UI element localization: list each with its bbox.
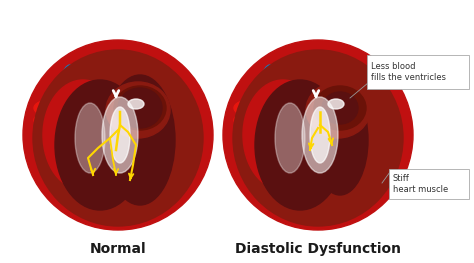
Ellipse shape — [128, 99, 144, 109]
Ellipse shape — [275, 74, 351, 110]
Ellipse shape — [334, 71, 372, 89]
Text: Less blood
fills the ventricles: Less blood fills the ventricles — [371, 62, 446, 82]
Ellipse shape — [75, 103, 105, 173]
Ellipse shape — [259, 70, 281, 170]
Ellipse shape — [112, 58, 140, 86]
Ellipse shape — [233, 65, 393, 225]
Ellipse shape — [55, 80, 145, 210]
Ellipse shape — [234, 100, 266, 116]
Ellipse shape — [111, 65, 155, 105]
Ellipse shape — [366, 112, 394, 128]
Ellipse shape — [34, 112, 66, 128]
Ellipse shape — [166, 112, 194, 128]
Ellipse shape — [75, 74, 151, 110]
Ellipse shape — [255, 80, 345, 210]
Ellipse shape — [306, 82, 370, 138]
Ellipse shape — [268, 60, 328, 116]
Ellipse shape — [312, 85, 368, 195]
Ellipse shape — [166, 100, 194, 116]
Ellipse shape — [312, 58, 340, 86]
Ellipse shape — [366, 100, 394, 116]
Ellipse shape — [281, 79, 345, 105]
Ellipse shape — [106, 56, 146, 100]
Ellipse shape — [131, 68, 175, 92]
Ellipse shape — [134, 71, 172, 89]
Ellipse shape — [302, 97, 338, 173]
Ellipse shape — [106, 82, 170, 138]
Ellipse shape — [33, 65, 193, 225]
Ellipse shape — [306, 56, 346, 100]
Ellipse shape — [331, 68, 375, 92]
Ellipse shape — [59, 70, 81, 170]
Text: Diastolic Dysfunction: Diastolic Dysfunction — [235, 242, 401, 256]
Ellipse shape — [114, 86, 166, 130]
Ellipse shape — [284, 60, 316, 96]
Ellipse shape — [311, 65, 355, 105]
FancyBboxPatch shape — [389, 169, 469, 199]
Ellipse shape — [233, 50, 403, 226]
Ellipse shape — [256, 65, 284, 175]
Ellipse shape — [322, 92, 358, 124]
Ellipse shape — [118, 88, 162, 128]
Ellipse shape — [314, 86, 366, 130]
Ellipse shape — [110, 107, 130, 163]
Ellipse shape — [33, 50, 203, 226]
Ellipse shape — [56, 65, 84, 175]
Ellipse shape — [310, 107, 330, 163]
Ellipse shape — [84, 60, 116, 96]
Text: Stiff
heart muscle: Stiff heart muscle — [393, 174, 448, 194]
Ellipse shape — [43, 80, 123, 190]
Ellipse shape — [102, 97, 138, 173]
FancyBboxPatch shape — [367, 55, 469, 89]
Ellipse shape — [68, 60, 128, 116]
Ellipse shape — [275, 103, 305, 173]
Ellipse shape — [23, 40, 213, 230]
Ellipse shape — [234, 112, 266, 128]
Ellipse shape — [223, 40, 413, 230]
Ellipse shape — [243, 80, 323, 190]
Ellipse shape — [328, 99, 344, 109]
Ellipse shape — [105, 75, 175, 205]
Ellipse shape — [81, 79, 145, 105]
Ellipse shape — [34, 100, 66, 116]
Text: Normal: Normal — [90, 242, 146, 256]
